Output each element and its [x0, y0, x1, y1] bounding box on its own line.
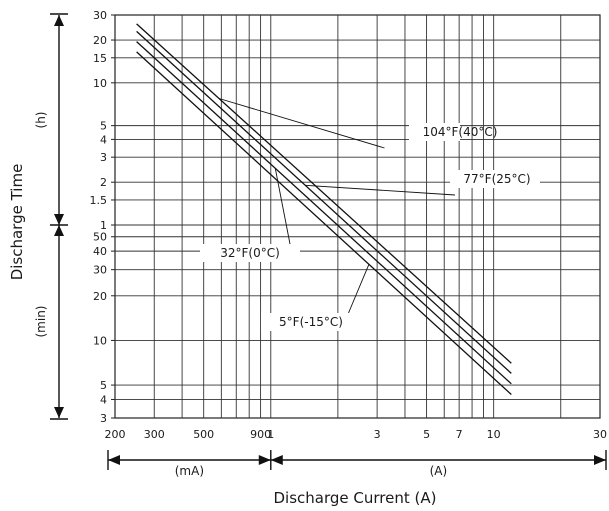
arrow-head-down — [54, 214, 64, 225]
hours-unit-label: (h) — [34, 112, 48, 129]
y-tick-label: 20 — [93, 34, 107, 47]
minutes-unit-label: (min) — [34, 306, 48, 338]
x-tick-label: 30 — [593, 428, 607, 441]
discharge-curve — [136, 41, 512, 385]
y-tick-label: 15 — [93, 52, 107, 65]
x-tick-label: 900 — [250, 428, 271, 441]
discharge-curve — [136, 30, 512, 374]
y-tick-label: 50 — [93, 231, 107, 244]
callout-leader — [348, 264, 370, 314]
milliamp-unit-label: (mA) — [175, 464, 204, 478]
callout-leader — [305, 184, 456, 196]
arrow-head-up — [54, 15, 64, 26]
arrow-head-right — [594, 455, 606, 465]
plot-frame — [114, 14, 601, 419]
y-tick-label: 4 — [100, 393, 107, 406]
x-tick-label: 7 — [456, 428, 463, 441]
x-tick-label: 500 — [193, 428, 214, 441]
y-tick-label: 1.5 — [90, 194, 108, 207]
x-tick-label: 5 — [423, 428, 430, 441]
callout-background — [200, 244, 300, 262]
x-axis-title: Discharge Current (A) — [274, 489, 437, 507]
x-tick-label: 300 — [144, 428, 165, 441]
arrow-head-left — [108, 455, 120, 465]
callout-leader — [274, 168, 291, 245]
y-tick-label: 3 — [100, 151, 107, 164]
curve-label: 104°F(40°C) — [423, 125, 498, 139]
callout-background — [409, 123, 460, 141]
y-axis-title: Discharge Time — [8, 164, 26, 281]
discharge-curve — [136, 51, 512, 395]
y-tick-label: 5 — [100, 379, 107, 392]
x-tick-label: 200 — [105, 428, 126, 441]
curve-label: 77°F(25°C) — [463, 172, 530, 186]
x-tick-label: 3 — [374, 428, 381, 441]
discharge-curve — [136, 23, 512, 364]
curve-label: 32°F(0°C) — [220, 246, 280, 260]
y-tick-label: 10 — [93, 77, 107, 90]
grid — [114, 14, 601, 419]
curve-callouts: 104°F(40°C) 77°F(25°C) 32°F(0°C) 5°F(-15°C) — [200, 98, 540, 331]
x-tick-label: 10 — [487, 428, 501, 441]
x-tick-label: 1 — [267, 428, 274, 441]
callout-background — [261, 313, 356, 331]
y-tick-label: 1 — [100, 219, 107, 232]
y-tick-label: 20 — [93, 290, 107, 303]
range-arrows: (h) (min) (mA) (A) — [34, 13, 607, 478]
arrow-head-right — [258, 455, 271, 465]
y-tick-label: 30 — [93, 9, 107, 22]
y-tick-label: 3 — [100, 412, 107, 425]
y-tick-label: 4 — [100, 133, 107, 146]
callout-leader — [218, 98, 385, 149]
arrow-head-up — [54, 225, 64, 236]
y-tick-label: 40 — [93, 245, 107, 258]
y-tick-label: 5 — [100, 120, 107, 133]
arrow-head-down — [54, 407, 64, 418]
y-tick-label: 10 — [93, 334, 107, 347]
discharge-curves — [136, 23, 512, 395]
y-tick-label: 2 — [100, 176, 107, 189]
amp-unit-label: (A) — [430, 464, 448, 478]
curve-label: 5°F(-15°C) — [279, 315, 343, 329]
y-tick-label: 30 — [93, 264, 107, 277]
arrow-head-left — [270, 455, 283, 465]
callout-background — [450, 170, 540, 188]
